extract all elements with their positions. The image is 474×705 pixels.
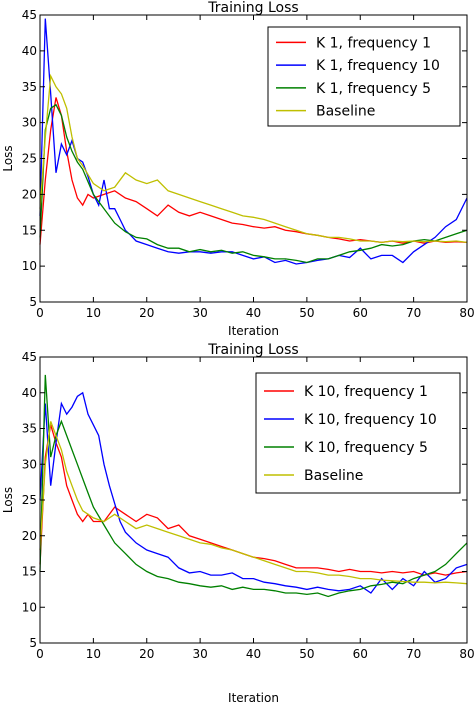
y-tick-label: 10 — [22, 600, 37, 614]
legend-box — [267, 26, 461, 127]
y-tick-label: 45 — [22, 8, 37, 22]
y-tick-label: 40 — [22, 386, 37, 400]
x-tick-label: 20 — [139, 306, 154, 320]
y-tick-label: 25 — [22, 493, 37, 507]
y-tick-label: 5 — [29, 295, 37, 309]
series-line-3 — [39, 374, 468, 598]
series-line-2 — [39, 391, 468, 594]
y-axis-label: Loss — [1, 145, 15, 171]
y-tick-label: 35 — [22, 80, 37, 94]
y-tick-label: 45 — [22, 350, 37, 364]
y-tick-label: 20 — [22, 187, 37, 201]
y-tick-label: 30 — [22, 116, 37, 130]
x-tick-label: 40 — [246, 306, 261, 320]
series-line-4 — [39, 421, 468, 585]
x-tick-label: 80 — [459, 306, 474, 320]
y-tick-label: 10 — [22, 259, 37, 273]
x-tick-label: 10 — [86, 647, 101, 661]
y-tick-label: 5 — [29, 636, 37, 650]
x-tick-label: 50 — [299, 647, 314, 661]
legend-label: Baseline — [304, 468, 363, 484]
x-tick-label: 70 — [406, 306, 421, 320]
series-line-2 — [39, 18, 468, 265]
legend-label: K 1, frequency 10 — [316, 58, 440, 74]
series-line-4 — [39, 73, 468, 244]
y-tick-label: 30 — [22, 457, 37, 471]
legend-label: K 10, frequency 1 — [304, 384, 428, 400]
legend: K 1, frequency 1 K 1, frequency 10 K 1, fr… — [267, 26, 461, 127]
x-tick-label: 50 — [299, 306, 314, 320]
x-tick-label: 70 — [406, 647, 421, 661]
legend-label: K 10, frequency 10 — [304, 412, 437, 428]
x-tick-label: 30 — [192, 647, 207, 661]
y-tick-label: 35 — [22, 422, 37, 436]
y-tick-label: 20 — [22, 529, 37, 543]
series-line-1 — [39, 424, 468, 576]
x-tick-label: 60 — [353, 306, 368, 320]
y-tick-label: 40 — [22, 44, 37, 58]
y-axis-label: Loss — [1, 487, 15, 513]
chart-1: Training Loss 0 10 20 30 40 50 60 70 80 5 10 15 20 25 3… — [1, 0, 474, 338]
x-tick-label: 0 — [36, 306, 44, 320]
x-tick-label: 20 — [139, 647, 154, 661]
x-tick-label: 40 — [246, 647, 261, 661]
x-axis-label: Iteration — [228, 324, 279, 338]
chart-title: Training Loss — [207, 342, 298, 358]
chart-title: Training Loss — [207, 0, 298, 16]
legend-box — [255, 372, 461, 494]
x-axis-label: Iteration — [228, 691, 279, 705]
y-tick-label: 25 — [22, 152, 37, 166]
x-tick-label: 80 — [459, 647, 474, 661]
x-tick-label: 0 — [36, 647, 44, 661]
series-line-3 — [39, 103, 468, 264]
legend-label: K 10, frequency 5 — [304, 440, 428, 456]
legend-label: Baseline — [316, 104, 375, 120]
legend-label: K 1, frequency 1 — [316, 35, 431, 51]
x-tick-label: 60 — [353, 647, 368, 661]
chart-2: Training Loss 0 10 20 30 40 50 60 70 80 5 10 15 20 25 3… — [1, 342, 474, 705]
y-tick-label: 15 — [22, 565, 37, 579]
y-tick-label: 15 — [22, 223, 37, 237]
legend: K 10, frequency 1 K 10, frequency 10 K 10,… — [255, 372, 461, 494]
x-tick-label: 30 — [192, 306, 207, 320]
legend-label: K 1, frequency 5 — [316, 81, 431, 97]
x-tick-label: 10 — [86, 306, 101, 320]
